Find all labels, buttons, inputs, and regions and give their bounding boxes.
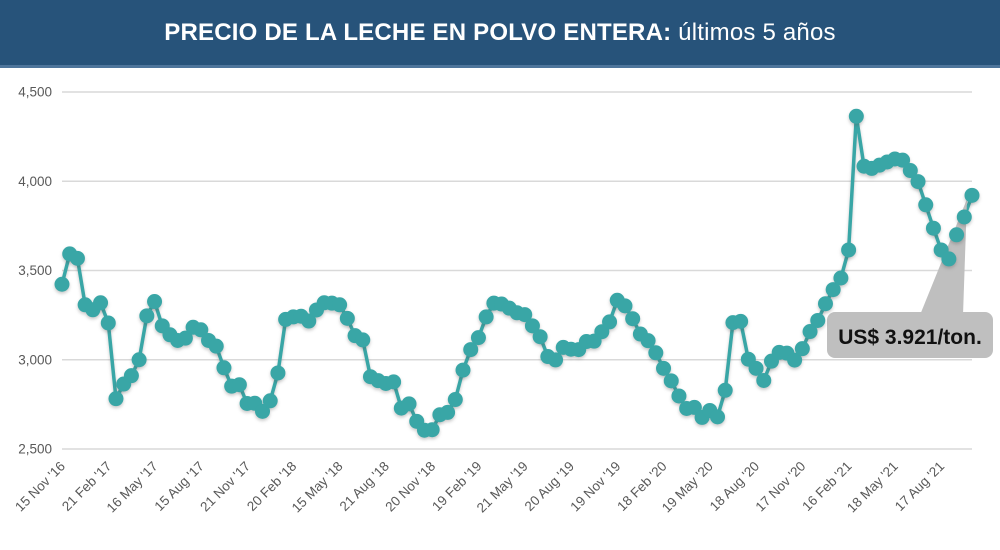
- data-point: [625, 311, 641, 327]
- y-axis-label: 4,500: [18, 85, 52, 100]
- data-point: [108, 391, 124, 407]
- data-point: [802, 324, 818, 340]
- data-point: [524, 318, 540, 334]
- data-point: [925, 220, 941, 236]
- data-point: [833, 270, 849, 286]
- data-point: [710, 409, 726, 425]
- y-axis-label: 4,000: [18, 174, 52, 189]
- data-point: [401, 396, 417, 412]
- data-point: [447, 392, 463, 408]
- data-point: [825, 282, 841, 298]
- data-point: [270, 365, 286, 381]
- callout-label: US$ 3.921/ton.: [838, 326, 982, 349]
- price-chart: US$ 3.921/ton. 2,500 3,000 3,500 4,000 4,500…: [12, 85, 993, 516]
- data-point: [810, 312, 826, 328]
- data-point: [964, 187, 980, 203]
- data-point: [440, 404, 456, 420]
- data-point: [956, 209, 972, 225]
- data-point: [463, 342, 479, 358]
- y-axis-label: 3,000: [18, 352, 52, 367]
- data-point: [69, 250, 85, 266]
- data-point: [478, 309, 494, 325]
- data-point: [794, 341, 810, 357]
- y-axis-label: 3,500: [18, 263, 52, 278]
- data-point: [216, 360, 232, 376]
- data-point: [470, 330, 486, 346]
- data-point: [147, 294, 163, 310]
- data-point: [671, 388, 687, 404]
- data-point: [787, 352, 803, 368]
- x-axis-label: 21 Nov '17: [197, 459, 253, 515]
- data-point: [918, 197, 934, 213]
- data-point: [733, 313, 749, 329]
- data-point: [339, 310, 355, 326]
- data-point: [193, 322, 209, 338]
- data-point: [941, 251, 957, 267]
- data-point: [841, 242, 857, 258]
- data-point: [208, 338, 224, 354]
- data-point: [100, 315, 116, 331]
- data-point: [301, 313, 317, 329]
- data-point: [455, 362, 471, 378]
- data-point: [640, 333, 656, 349]
- x-axis-label: 17 Nov '20: [753, 459, 809, 515]
- data-point: [817, 296, 833, 312]
- x-axis-label: 17 Aug '21: [892, 459, 947, 514]
- data-point: [663, 373, 679, 389]
- data-point: [902, 163, 918, 179]
- y-axis-label: 2,500: [18, 442, 52, 457]
- data-point: [54, 276, 70, 292]
- data-point: [602, 314, 618, 330]
- data-point: [717, 382, 733, 398]
- data-point: [131, 352, 147, 368]
- title-banner: PRECIO DE LA LECHE EN POLVO ENTERA: últi…: [0, 0, 1000, 68]
- page-title: PRECIO DE LA LECHE EN POLVO ENTERA: últi…: [164, 19, 835, 47]
- page-title-sub: últimos 5 años: [671, 18, 836, 46]
- data-point: [139, 308, 155, 324]
- data-point: [617, 298, 633, 314]
- data-point: [656, 360, 672, 376]
- data-point: [895, 152, 911, 168]
- callout-box: [827, 312, 993, 358]
- x-axis-label: 15 Nov '16: [12, 459, 68, 515]
- data-point: [355, 332, 371, 348]
- x-axis-label: 20 Nov '18: [382, 459, 438, 515]
- data-point: [548, 352, 564, 368]
- chart-area: US$ 3.921/ton. 2,500 3,000 3,500 4,000 4,500…: [0, 68, 1000, 547]
- data-point: [262, 393, 278, 409]
- data-point: [123, 368, 139, 384]
- data-point: [848, 108, 864, 124]
- data-point: [517, 307, 533, 323]
- marker-layer: [54, 108, 980, 438]
- x-axis-label: 19 Nov '19: [567, 459, 623, 515]
- data-point: [756, 372, 772, 388]
- data-point: [386, 374, 402, 390]
- data-point: [177, 330, 193, 346]
- data-point: [748, 360, 764, 376]
- data-point: [255, 403, 271, 419]
- data-point: [231, 377, 247, 393]
- page-title-main: PRECIO DE LA LECHE EN POLVO ENTERA:: [164, 18, 672, 46]
- data-point: [332, 297, 348, 313]
- grid-layer: [62, 91, 972, 450]
- data-point: [532, 329, 548, 345]
- data-point: [910, 174, 926, 190]
- data-point: [949, 227, 965, 243]
- data-point: [424, 422, 440, 438]
- data-point: [93, 295, 109, 311]
- data-point: [648, 345, 664, 361]
